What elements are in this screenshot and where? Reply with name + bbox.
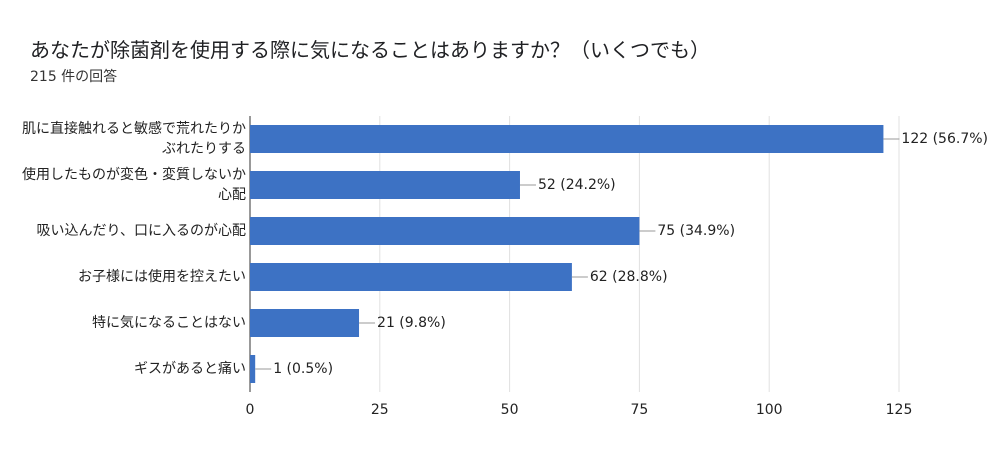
x-tick-label: 50 <box>501 402 519 418</box>
value-label: 75 (34.9%) <box>657 223 735 239</box>
x-tick-label: 25 <box>371 402 389 418</box>
bar <box>250 355 256 383</box>
category-label: 吸い込んだり、口に入るのが心配 <box>36 223 246 239</box>
value-label: 21 (9.8%) <box>377 315 446 331</box>
bar <box>250 171 520 199</box>
category-label: 使用したものが変色・変質しないか心配 <box>22 167 246 203</box>
value-label: 1 (0.5%) <box>273 361 333 377</box>
x-tick-label: 0 <box>246 402 255 418</box>
category-label: ギスがあると痛い <box>134 361 246 377</box>
category-label: お子様には使用を控えたい <box>78 269 246 285</box>
x-tick-label: 125 <box>886 402 913 418</box>
value-label: 62 (28.8%) <box>590 269 668 285</box>
category-label: 肌に直接触れると敏感で荒れたりかぶれたりする <box>22 121 246 157</box>
chart-subtitle: 215 件の回答 <box>30 69 118 85</box>
bar <box>250 125 884 153</box>
value-label: 52 (24.2%) <box>538 177 616 193</box>
bar <box>250 309 360 337</box>
category-label: 特に気になることはない <box>92 315 246 331</box>
chart-title: あなたが除菌剤を使用する際に気になることはありますか？（いくつでも） <box>30 38 710 62</box>
x-tick-label: 75 <box>630 402 648 418</box>
x-tick-label: 100 <box>756 402 783 418</box>
bar <box>250 263 572 291</box>
value-label: 122 (56.7%) <box>901 131 988 147</box>
bar <box>250 217 640 245</box>
